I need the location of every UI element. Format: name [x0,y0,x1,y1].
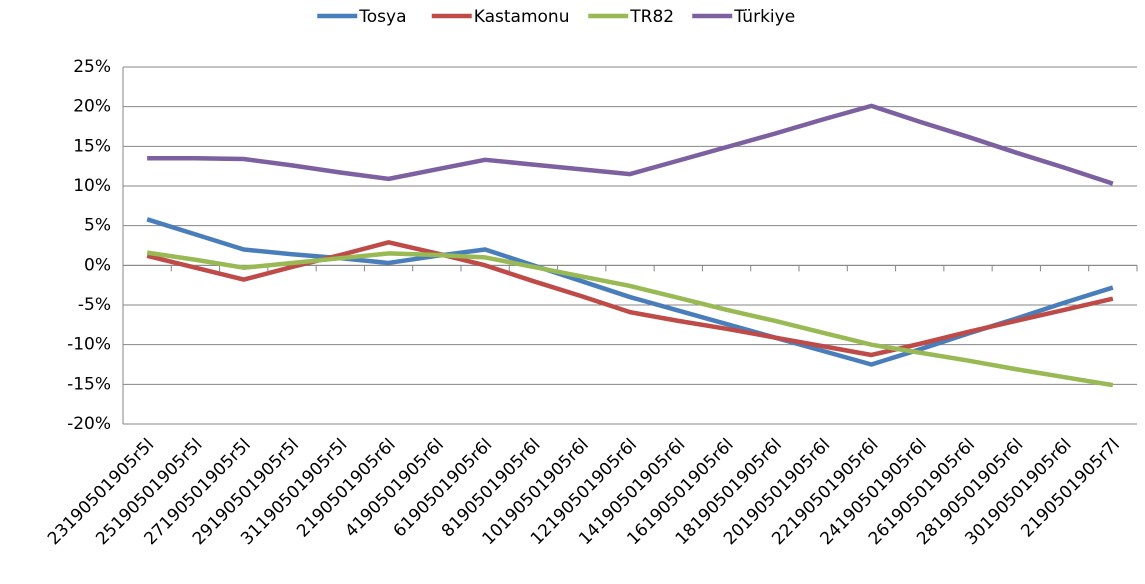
legend-label: Türkiye [733,7,795,27]
y-tick-label: -15% [67,374,111,394]
y-tick-label: 20% [73,97,111,117]
y-tick-label: -5% [78,295,111,315]
y-tick-label: 25% [73,57,111,77]
y-tick-label: 0% [84,255,111,275]
legend-label: TR82 [629,7,674,27]
y-tick-label: 15% [73,136,111,156]
series-line [146,217,1114,367]
legend-label: Kastamonu [474,7,570,27]
y-tick-label: -20% [67,414,111,434]
series-line [146,250,1114,388]
series-line [147,103,1114,186]
y-tick-label: 10% [73,176,111,196]
legend-label: Tosya [358,7,406,27]
y-tick-label: -10% [67,335,111,355]
y-tick-label: 5% [84,216,111,236]
